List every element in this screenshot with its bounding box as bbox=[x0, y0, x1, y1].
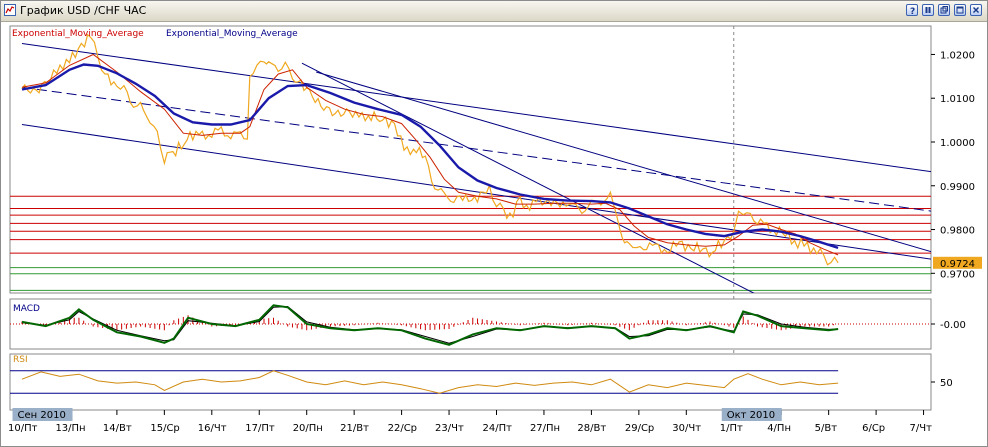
rsi-plot bbox=[10, 370, 839, 394]
time-tick-label: 14/Вт bbox=[103, 423, 132, 434]
ema-legend-1: Exponential_Moving_Average bbox=[12, 29, 144, 39]
time-tick-label: 13/Пн bbox=[55, 423, 85, 434]
time-tick-label: 15/Ср bbox=[150, 423, 179, 434]
time-tick-label: 6/Ср bbox=[862, 423, 885, 434]
ema-legend-2: Exponential_Moving_Average bbox=[166, 29, 298, 39]
time-tick-label: 23/Чт bbox=[435, 423, 464, 434]
month-tag-bg bbox=[12, 408, 73, 421]
time-tick-label: 4/Пн bbox=[767, 423, 791, 434]
time-tick-label: 20/Пн bbox=[293, 423, 323, 434]
time-tick-label: 30/Чт bbox=[672, 423, 701, 434]
close-icon bbox=[973, 7, 979, 13]
indicator-legend: Exponential_Moving_Average Exponential_M… bbox=[12, 29, 298, 39]
pause-button[interactable] bbox=[922, 4, 934, 16]
ema-slow-line bbox=[21, 63, 839, 250]
price-tick-label: 1.0200 bbox=[940, 50, 975, 61]
time-tick-label: 7/Чт bbox=[910, 423, 933, 434]
trend-line bbox=[301, 62, 755, 293]
macd-axis: -0.00 bbox=[931, 320, 966, 331]
question-icon: ? bbox=[910, 7, 915, 15]
time-tick-label: 27/Пн bbox=[530, 423, 560, 434]
price-tick-label: 1.0100 bbox=[940, 94, 975, 105]
macd-tick-label: -0.00 bbox=[940, 320, 966, 331]
restore-button[interactable] bbox=[938, 4, 950, 16]
trend-line bbox=[316, 71, 931, 253]
macd-line bbox=[21, 304, 839, 346]
time-tick-label: 17/Пт bbox=[245, 423, 275, 434]
close-button[interactable] bbox=[970, 4, 982, 16]
price-tick-label: 0.9700 bbox=[940, 269, 975, 280]
rsi-label: RSI bbox=[13, 355, 28, 365]
rsi-tick-label: 50 bbox=[940, 378, 953, 389]
rsi-panel-frame bbox=[9, 353, 932, 411]
rsi-line bbox=[21, 370, 839, 394]
price-tick-label: 1.0000 bbox=[940, 138, 975, 149]
time-tick-label: 16/Чт bbox=[198, 423, 227, 434]
chart-icon bbox=[4, 4, 16, 16]
restore-icon bbox=[940, 6, 948, 14]
rsi-axis: 50 bbox=[931, 378, 953, 389]
time-tick-label: 1/Пт bbox=[720, 423, 743, 434]
time-tick-label: 5/Вт bbox=[815, 423, 838, 434]
month-tag-bg bbox=[721, 408, 782, 421]
current-price-label: 0.9724 bbox=[940, 259, 975, 270]
time-tick-label: 22/Ср bbox=[388, 423, 417, 434]
trend-line bbox=[21, 86, 931, 212]
price-tick-label: 0.9900 bbox=[940, 182, 975, 193]
title-bar[interactable]: График USD /CHF ЧАС ? bbox=[1, 1, 987, 22]
price-plot bbox=[10, 33, 931, 293]
time-axis: 10/Пт 13/Пн 14/Вт 15/Ср 16/Чт 17/Пт 20/Пн 21/Вт… bbox=[8, 408, 932, 434]
maximize-icon bbox=[956, 6, 964, 14]
time-tick-label: 21/Вт bbox=[340, 423, 369, 434]
ema-fast-line bbox=[21, 53, 839, 256]
time-tick-label: 24/Пт bbox=[483, 423, 513, 434]
time-tick-label: 28/Вт bbox=[577, 423, 606, 434]
price-line bbox=[21, 33, 839, 266]
macd-plot bbox=[10, 304, 931, 346]
price-axis: 1.0200 1.0100 1.0000 0.9900 0.9800 0.97000.97… bbox=[931, 50, 982, 280]
time-tick-label: 10/Пт bbox=[8, 423, 38, 434]
trend-line bbox=[21, 43, 931, 173]
month-tag-label: Сен 2010 bbox=[18, 410, 66, 421]
month-tag-label: Окт 2010 bbox=[727, 410, 775, 421]
svg-text:?: ? bbox=[910, 7, 915, 15]
chart-canvas[interactable]: Exponential_Moving_Average Exponential_M… bbox=[1, 22, 987, 446]
window-title: График USD /CHF ЧАС bbox=[20, 4, 147, 17]
time-tick-label: 29/Ср bbox=[625, 423, 654, 434]
macd-label: MACD bbox=[13, 304, 40, 314]
rsi-panel bbox=[9, 353, 932, 411]
main-panel bbox=[9, 25, 932, 410]
maximize-button[interactable] bbox=[954, 4, 966, 16]
current-price-tag bbox=[933, 256, 982, 269]
help-button[interactable]: ? bbox=[906, 4, 918, 16]
pause-icon bbox=[925, 7, 931, 13]
price-tick-label: 0.9800 bbox=[940, 226, 975, 237]
